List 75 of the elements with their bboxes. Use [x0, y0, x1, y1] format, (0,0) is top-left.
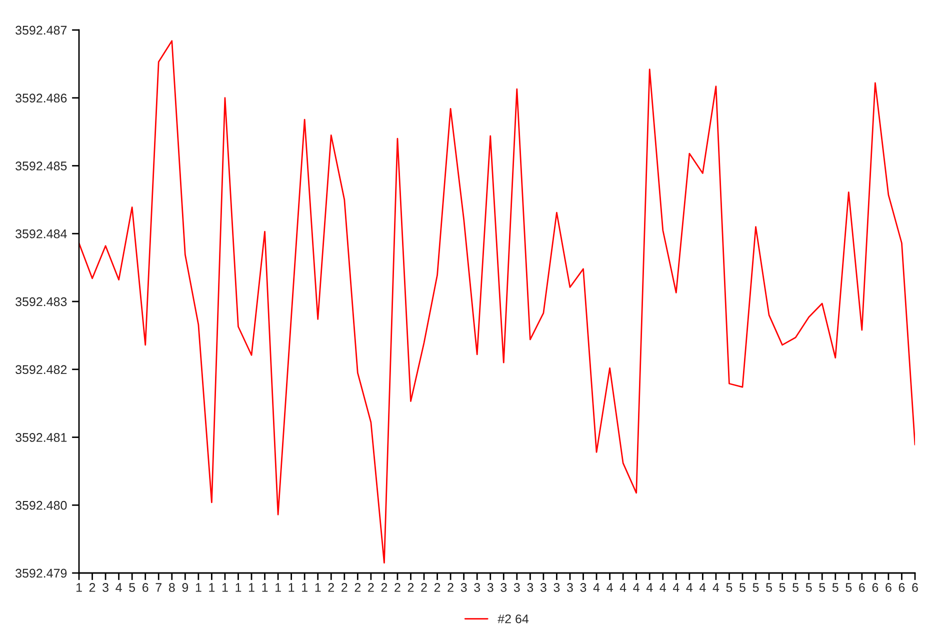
x-tick-label: 3 [540, 583, 546, 592]
x-tick-label: 2 [328, 583, 334, 592]
x-tick-label: 6 [898, 583, 905, 592]
x-tick-label: 1 [262, 583, 268, 592]
x-tick-label: 1 [248, 583, 254, 592]
x-tick-label: 6 [886, 583, 892, 592]
x-tick-label: 4 [660, 583, 666, 592]
x-tick-label: 5 [832, 583, 838, 592]
x-tick-label: 5 [740, 583, 746, 592]
y-tick-label: 3592.484 [16, 229, 67, 238]
x-tick-label: 5 [819, 583, 826, 592]
x-tick-label: 7 [156, 583, 162, 592]
x-tick-label: 1 [315, 583, 321, 592]
x-tick-label: 2 [381, 583, 388, 592]
line-series [79, 40, 915, 564]
x-tick-label: 6 [859, 583, 865, 592]
x-tick-label: 3 [500, 583, 507, 592]
x-tick-label: 2 [448, 583, 454, 592]
x-tick-label: 5 [779, 583, 786, 592]
x-tick-label: 5 [766, 583, 772, 592]
x-tick-label: 4 [672, 583, 680, 592]
x-tick-label: 5 [726, 583, 732, 592]
x-tick-label: 4 [620, 583, 626, 592]
y-tick-label: 3592.485 [16, 162, 67, 170]
x-tick-label: 1 [196, 583, 202, 592]
x-tick-label: 5 [846, 583, 852, 592]
x-tick-label: 5 [806, 583, 812, 592]
y-tick-label: 3592.487 [16, 26, 67, 35]
x-tick-label: 6 [872, 583, 878, 592]
x-tick-label: 4 [633, 583, 640, 592]
legend-label: #2 64 [498, 614, 529, 624]
x-tick-label: 1 [236, 583, 242, 592]
x-tick-label: 3 [580, 583, 586, 592]
x-tick-label: 2 [394, 583, 400, 592]
x-tick-label: 4 [699, 583, 706, 592]
y-tick-label: 3592.481 [16, 433, 67, 442]
x-tick-label: 2 [354, 583, 361, 592]
x-tick-label: 3 [460, 583, 467, 592]
x-tick-label: 3 [487, 583, 494, 592]
x-tick-label: 5 [792, 583, 799, 592]
x-tick-label: 2 [89, 583, 96, 592]
x-tick-label: 4 [646, 583, 653, 592]
y-tick-label: 3592.486 [16, 94, 67, 103]
x-tick-label: 4 [686, 583, 693, 592]
y-tick-label: 3592.482 [16, 365, 67, 374]
y-tick-label: 3592.483 [16, 297, 67, 306]
x-tick-label: 1 [276, 583, 281, 592]
x-tick-label: 5 [129, 583, 136, 592]
x-tick-label: 2 [434, 583, 440, 592]
x-tick-label: 2 [408, 583, 414, 592]
x-tick-label: 2 [342, 583, 348, 592]
x-tick-label: 6 [912, 583, 918, 592]
x-tick-label: 4 [712, 583, 720, 592]
x-tick-label: 9 [182, 583, 188, 592]
x-tick-label: 1 [302, 583, 308, 592]
x-tick-label: 1 [76, 583, 82, 592]
x-tick-label: 8 [168, 583, 175, 592]
x-tick-label: 4 [593, 583, 600, 592]
y-tick-label: 3592.479 [16, 568, 67, 578]
x-tick-label: 2 [421, 583, 427, 592]
x-tick-label: 1 [288, 583, 294, 592]
x-tick-label: 3 [554, 583, 560, 592]
x-tick-label: 5 [752, 583, 759, 592]
y-tick-label: 3592.480 [16, 500, 67, 510]
x-tick-label: 4 [606, 583, 613, 592]
x-tick-label: 3 [514, 583, 520, 592]
x-tick-label: 3 [474, 583, 480, 592]
x-tick-label: 1 [222, 583, 228, 592]
x-tick-label: 3 [566, 583, 573, 592]
x-tick-label: 1 [209, 583, 215, 592]
x-tick-label: 3 [102, 583, 108, 592]
x-tick-label: 4 [116, 583, 122, 592]
x-tick-label: 3 [527, 583, 534, 592]
x-tick-label: 6 [142, 583, 148, 592]
x-tick-label: 2 [368, 583, 374, 592]
